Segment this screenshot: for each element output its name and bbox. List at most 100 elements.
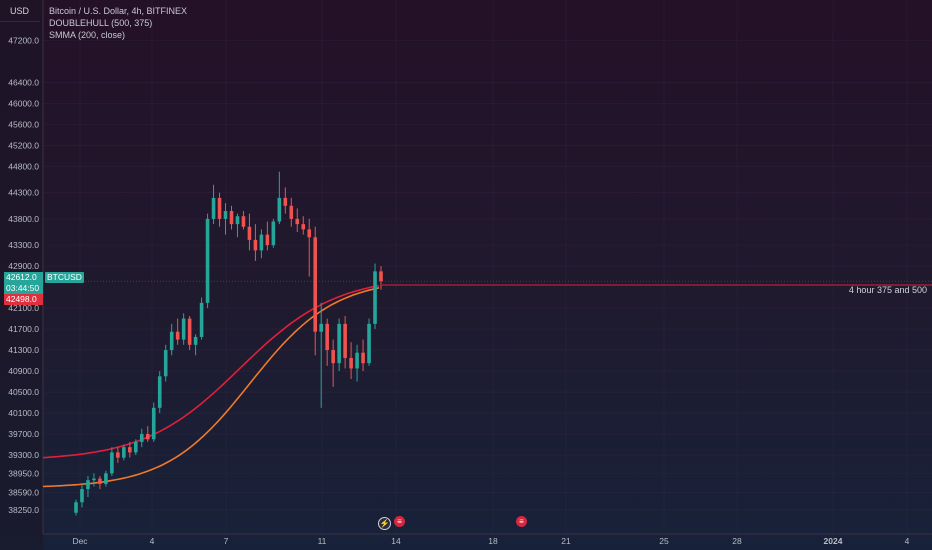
candle-body	[175, 331, 180, 340]
candle-body	[74, 502, 78, 513]
x-tick-label: 21	[561, 536, 571, 546]
smma-price-tag: 42498.0	[4, 294, 43, 305]
y-tick-label: 38950.0	[8, 468, 39, 478]
candle-body	[355, 352, 359, 369]
bar-countdown-tag: 03:44:50	[4, 283, 43, 294]
x-tick-label: 2024	[824, 536, 843, 546]
y-tick-label: 41700.0	[8, 324, 39, 334]
smma-line	[42, 287, 380, 488]
candle-body	[80, 489, 84, 503]
currency-label[interactable]: USD	[0, 0, 40, 22]
candle-body	[157, 376, 162, 408]
candle-body	[181, 318, 186, 340]
x-tick-label: 18	[488, 536, 498, 546]
x-tick-label: 4	[150, 536, 155, 546]
candle-body	[319, 323, 323, 332]
flash-icon[interactable]: ⚡	[378, 517, 391, 530]
candle-body	[265, 234, 270, 246]
y-tick-label: 46000.0	[8, 98, 39, 108]
x-tick-label: 28	[732, 536, 742, 546]
y-tick-label: 41300.0	[8, 345, 39, 355]
x-tick-label: 25	[659, 536, 669, 546]
candle-body	[116, 452, 120, 458]
y-tick-label: 44800.0	[8, 161, 39, 171]
y-tick-label: 40500.0	[8, 387, 39, 397]
candle-body	[128, 447, 132, 453]
candle-body	[295, 218, 300, 225]
doublehull-line	[42, 284, 380, 459]
candle-body	[343, 323, 347, 358]
symbol-price-tag: BTCUSD	[45, 272, 84, 283]
candle-body	[241, 216, 246, 227]
candle-body	[331, 350, 335, 364]
chart-legend: Bitcoin / U.S. Dollar, 4h, BITFINEX DOUB…	[49, 5, 187, 41]
y-tick-label: 43300.0	[8, 240, 39, 250]
x-tick-label: 4	[905, 536, 910, 546]
y-tick-label: 38250.0	[8, 505, 39, 515]
candle-body	[247, 226, 252, 240]
candle-body	[313, 237, 318, 332]
candle-body	[139, 434, 144, 442]
y-tick-label: 45200.0	[8, 140, 39, 150]
y-tick-label: 47200.0	[8, 36, 39, 46]
candle-body	[98, 478, 102, 484]
candle-body	[271, 221, 276, 246]
economic-flag-icon[interactable]: ≡	[394, 516, 405, 527]
candle-body	[193, 336, 198, 345]
y-tick-label: 46400.0	[8, 77, 39, 87]
x-tick-label: 7	[224, 536, 229, 546]
candle-body	[110, 452, 114, 474]
candle-body	[187, 318, 192, 345]
x-tick-label: Dec	[72, 536, 88, 546]
x-tick-label: 14	[391, 536, 401, 546]
indicator-smma[interactable]: SMMA (200, close)	[49, 30, 126, 40]
candle-body	[229, 211, 234, 225]
candle-body	[92, 478, 96, 481]
candle-body	[379, 271, 383, 282]
candle-body	[169, 331, 174, 351]
candle-body	[283, 197, 288, 206]
y-tick-label: 39300.0	[8, 450, 39, 460]
y-tick-label: 44300.0	[8, 188, 39, 198]
candle-body	[223, 211, 228, 219]
candle-body	[211, 197, 216, 219]
candle-body	[259, 234, 264, 251]
candle-body	[277, 197, 282, 222]
candle-body	[325, 323, 329, 351]
y-tick-label: 40900.0	[8, 366, 39, 376]
candle-body	[367, 323, 371, 364]
candle-body	[163, 350, 168, 377]
y-tick-label: 40100.0	[8, 408, 39, 418]
candle-body	[122, 447, 126, 458]
candle-body	[151, 407, 156, 440]
candle-body	[217, 197, 222, 219]
y-tick-label: 45600.0	[8, 119, 39, 129]
candle-body	[134, 441, 138, 453]
candle-body	[235, 216, 240, 225]
symbol-title[interactable]: Bitcoin / U.S. Dollar, 4h, BITFINEX	[49, 6, 188, 16]
candle-body	[337, 323, 341, 364]
candle-body	[373, 271, 377, 324]
candle-body	[301, 224, 306, 230]
y-tick-label: 39700.0	[8, 429, 39, 439]
candle-body	[289, 205, 294, 219]
indicator-doublehull[interactable]: DOUBLEHULL (500, 375)	[49, 18, 153, 28]
candle-body	[361, 352, 365, 364]
candle-body	[349, 357, 353, 369]
y-tick-label: 38590.0	[8, 487, 39, 497]
candle-body	[253, 239, 258, 251]
horizontal-line-note: 4 hour 375 and 500	[848, 285, 927, 295]
candle-body	[199, 302, 204, 337]
candle-body	[86, 480, 90, 490]
candle-body	[307, 229, 312, 238]
candle-body	[145, 434, 150, 440]
y-tick-label: 42900.0	[8, 261, 39, 271]
candle-body	[104, 473, 108, 484]
economic-flag-icon[interactable]: ≡	[516, 516, 527, 527]
y-tick-label: 43800.0	[8, 214, 39, 224]
candle-body	[205, 218, 210, 303]
last-price-tag: 42612.0	[4, 272, 43, 283]
x-tick-label: 11	[318, 536, 327, 546]
y-tick-label: 42100.0	[8, 303, 39, 313]
